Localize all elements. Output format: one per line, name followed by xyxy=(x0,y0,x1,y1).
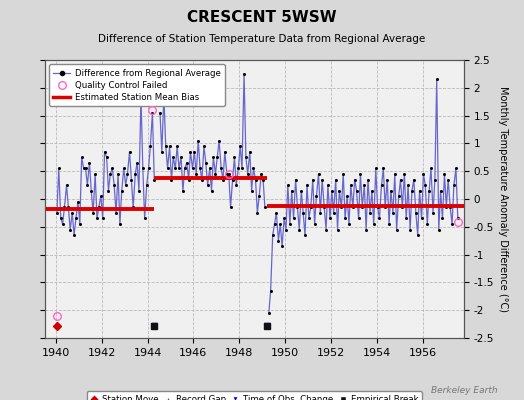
Text: CRESCENT 5WSW: CRESCENT 5WSW xyxy=(187,10,337,25)
Text: Berkeley Earth: Berkeley Earth xyxy=(431,386,498,395)
Legend: Station Move, Record Gap, Time of Obs. Change, Empirical Break: Station Move, Record Gap, Time of Obs. C… xyxy=(86,392,422,400)
Text: Difference of Station Temperature Data from Regional Average: Difference of Station Temperature Data f… xyxy=(99,34,425,44)
Y-axis label: Monthly Temperature Anomaly Difference (°C): Monthly Temperature Anomaly Difference (… xyxy=(498,86,508,312)
